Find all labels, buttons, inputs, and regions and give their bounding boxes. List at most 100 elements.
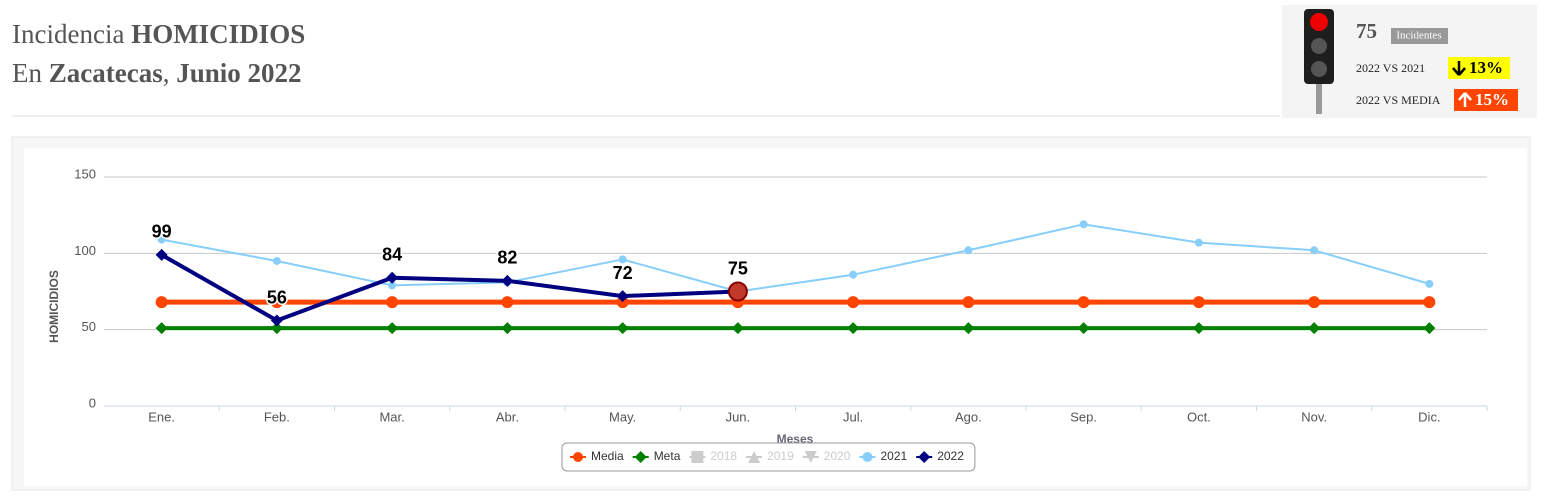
data-label: 84 xyxy=(382,245,402,265)
marker xyxy=(155,322,168,335)
y-tick-label: 100 xyxy=(74,243,96,258)
legend-label: Meta xyxy=(654,449,681,463)
marker xyxy=(388,281,397,290)
x-tick-label: Mar. xyxy=(379,409,404,424)
marker xyxy=(155,248,168,261)
chart: 0 50 100 150 Ene. Feb. Mar. Abr. May. Jun. Jul. Ago… xyxy=(47,166,1488,472)
marker xyxy=(573,452,583,462)
chart-area xyxy=(24,148,1527,486)
status-arrow xyxy=(1452,61,1466,76)
marker xyxy=(862,452,873,462)
title: Incidencia HOMICIDIOS xyxy=(12,19,305,49)
data-label: 99 xyxy=(152,222,172,242)
status-arrow xyxy=(1458,92,1472,107)
marker xyxy=(1192,322,1205,335)
marker xyxy=(962,322,975,335)
marker xyxy=(618,255,627,264)
x-tick-label: Ene. xyxy=(148,409,175,424)
y-tick-label: 150 xyxy=(74,166,96,181)
title-part: Incidencia xyxy=(12,19,131,49)
subtitle-part: En xyxy=(12,58,49,88)
subtitle-part: Junio 2022 xyxy=(176,58,301,88)
legend-label: 2021 xyxy=(880,449,907,463)
marker xyxy=(1425,279,1434,288)
marker xyxy=(1310,246,1319,255)
x-tick-label: Abr. xyxy=(496,409,519,424)
count-label: Incidentes xyxy=(1396,30,1441,42)
status-change: 15% xyxy=(1475,90,1509,109)
marker xyxy=(849,270,858,279)
status-rows: 2022 VS 2021 13% 2022 VS MEDIA 15% xyxy=(1356,57,1518,111)
marker xyxy=(962,296,975,309)
marker xyxy=(748,451,761,463)
data-label: 56 xyxy=(267,287,287,307)
status-change: 13% xyxy=(1469,58,1503,77)
marker xyxy=(1192,296,1205,309)
legend-label: 2020 xyxy=(824,449,851,463)
marker xyxy=(634,451,647,463)
marker xyxy=(386,271,399,284)
series-line xyxy=(161,223,1430,293)
marker xyxy=(386,296,399,309)
marker xyxy=(1077,322,1090,335)
count: 75 xyxy=(1356,19,1377,43)
marker xyxy=(847,322,860,335)
data-label: 75 xyxy=(728,258,748,278)
status-label: 2022 VS 2021 xyxy=(1356,61,1425,75)
marker xyxy=(270,296,283,309)
marker xyxy=(272,256,281,265)
x-tick-label: Jun. xyxy=(726,409,751,424)
y-tick-label: 50 xyxy=(82,319,96,334)
marker xyxy=(386,322,399,335)
legend-box xyxy=(561,442,976,472)
legend-label: Media xyxy=(591,449,624,463)
marker xyxy=(270,322,283,335)
marker xyxy=(155,296,168,309)
marker xyxy=(616,296,629,309)
status-badge xyxy=(1454,89,1518,111)
data-label: 72 xyxy=(613,263,633,283)
marker xyxy=(1079,220,1088,229)
marker xyxy=(157,235,166,244)
legend-label: 2019 xyxy=(767,449,794,463)
y-tick-label: 0 xyxy=(89,395,96,410)
marker xyxy=(847,296,860,309)
y-axis-label: HOMICIDIOS xyxy=(47,270,61,343)
status-badge xyxy=(1448,57,1510,79)
marker xyxy=(270,314,283,327)
x-tick-label: Dic. xyxy=(1418,409,1440,424)
subtitle-part: , xyxy=(163,58,177,88)
data-label: 82 xyxy=(497,248,517,268)
marker xyxy=(691,451,704,463)
marker xyxy=(616,290,629,303)
marker xyxy=(918,451,931,463)
x-tick-label: Feb. xyxy=(264,409,290,424)
highlight-marker xyxy=(727,281,748,302)
marker xyxy=(1308,296,1321,309)
legend-label: 2018 xyxy=(710,449,737,463)
light-red xyxy=(1310,13,1328,31)
marker xyxy=(964,246,973,255)
x-tick-label: Sep. xyxy=(1070,409,1097,424)
x-tick-label: Jul. xyxy=(843,409,863,424)
traffic-light xyxy=(1304,9,1334,114)
legend-label: 2022 xyxy=(937,449,964,463)
subtitle: En Zacatecas, Junio 2022 xyxy=(12,58,302,88)
marker xyxy=(501,296,514,309)
marker xyxy=(1194,238,1203,247)
status-label: 2022 VS MEDIA xyxy=(1356,93,1441,107)
count-badge xyxy=(1391,28,1448,44)
pole xyxy=(1316,80,1322,114)
legend: Media Meta 2018 2019 2020 2021 2022 xyxy=(561,442,976,472)
x-tick-label: May. xyxy=(609,409,636,424)
marker xyxy=(501,322,514,335)
title-part: HOMICIDIOS xyxy=(131,19,305,49)
marker xyxy=(1423,322,1436,335)
x-tick-label: Nov. xyxy=(1301,409,1327,424)
marker xyxy=(1308,322,1321,335)
marker xyxy=(804,451,817,463)
x-tick-label: Ago. xyxy=(955,409,982,424)
marker xyxy=(501,274,514,287)
light-green xyxy=(1311,61,1327,77)
